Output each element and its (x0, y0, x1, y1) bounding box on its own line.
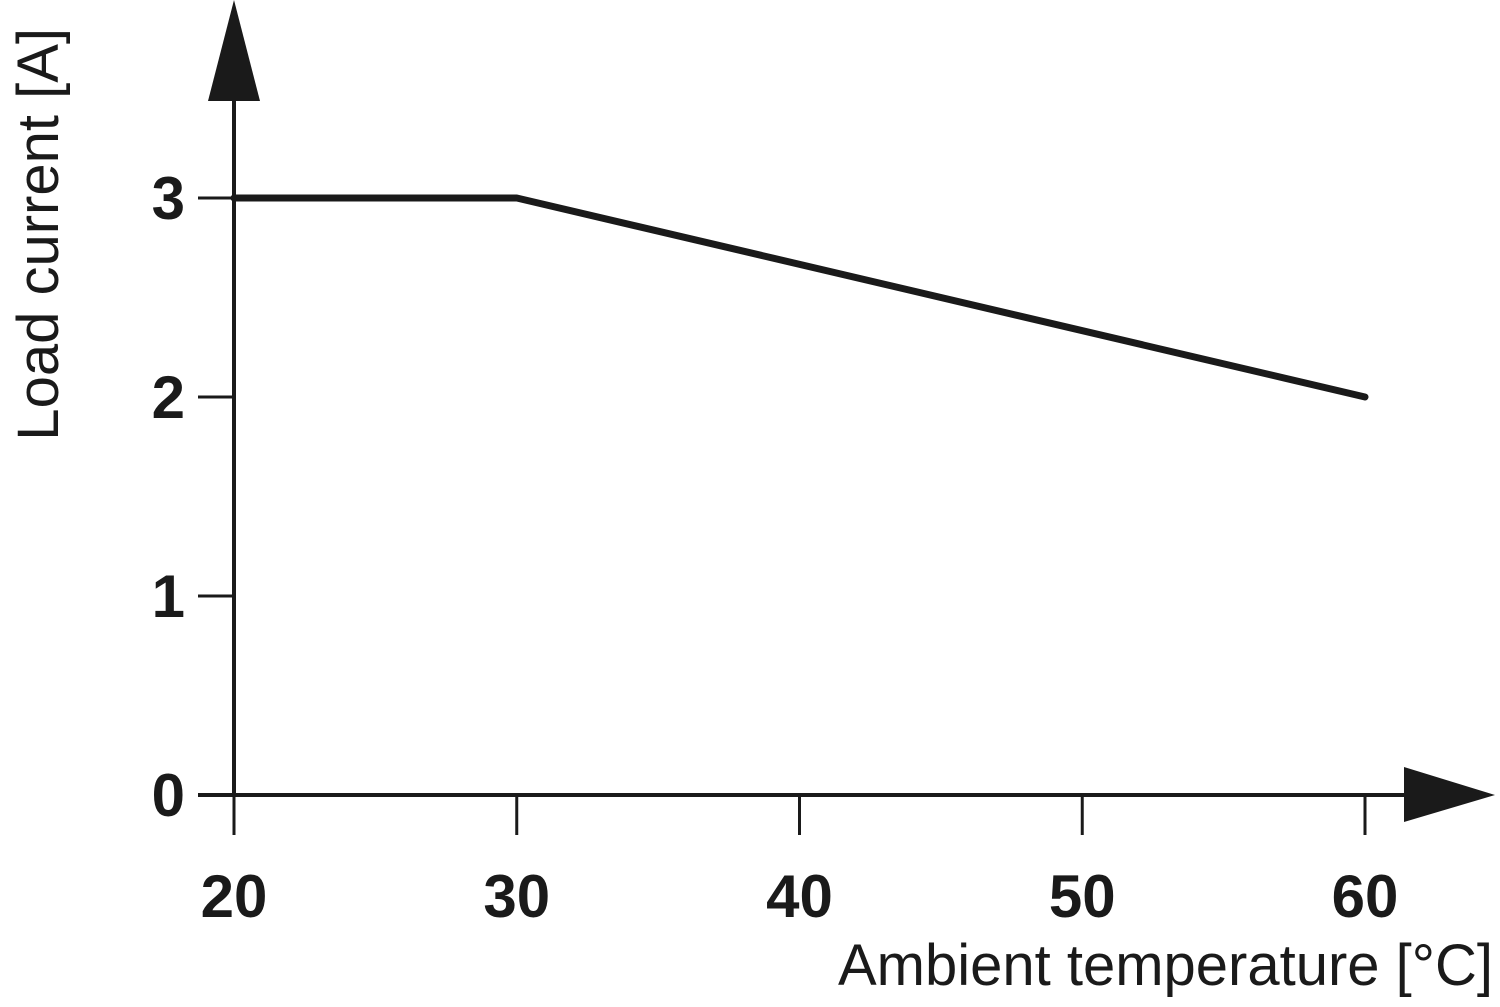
y-tick-label: 3 (152, 165, 185, 232)
x-tick-label: 40 (766, 863, 833, 930)
x-tick-label: 60 (1332, 863, 1399, 930)
y-tick-label: 0 (152, 762, 185, 829)
series-layer (230, 194, 1369, 401)
y-axis-title: Load current [A] (6, 28, 71, 441)
axes (198, 0, 1495, 822)
y-tick-label: 1 (152, 563, 185, 630)
x-axis-title: Ambient temperature [°C] (838, 933, 1493, 998)
x-ticks: 20 30 40 50 60 (201, 793, 1399, 930)
y-tick-label: 2 (152, 364, 185, 431)
x-axis-arrow-icon (1404, 767, 1495, 822)
y-axis-arrow-icon (208, 0, 260, 101)
x-tick-label: 20 (201, 863, 268, 930)
x-tick-label: 50 (1049, 863, 1116, 930)
y-ticks: 0 1 2 3 (152, 165, 236, 829)
series-line (230, 194, 1369, 401)
x-tick-label: 30 (483, 863, 550, 930)
